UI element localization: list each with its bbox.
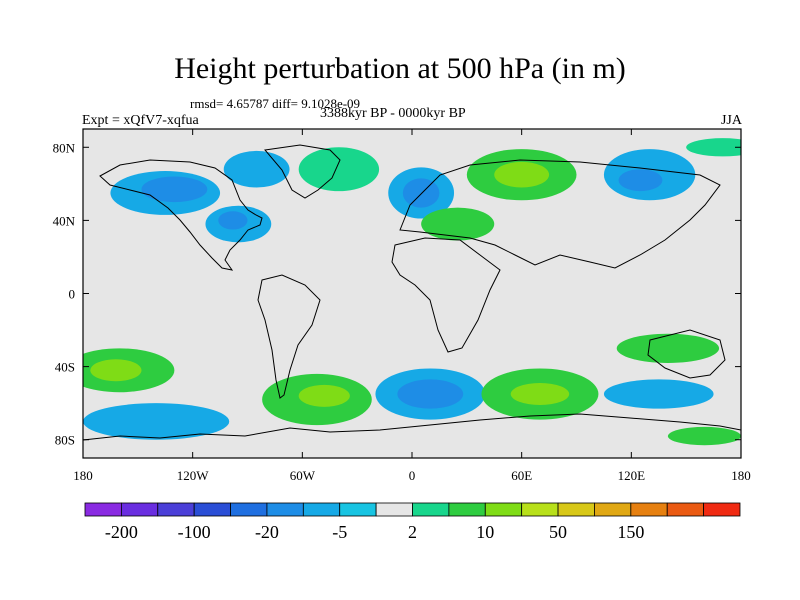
region-europe-low-core [402,178,440,208]
colorbar-swatch [557,502,595,517]
coastline-antarctica [83,413,741,441]
axes: 180 120W 60W 0 60E 120E 180 80N 40N 0 40S 80S [53,129,751,483]
colorbar-label: -5 [332,522,347,542]
region-siberia-high-core [494,161,550,188]
x-tick-label: 120W [177,468,210,483]
region-australia-high [616,333,720,363]
colorbar-swatch [630,502,668,517]
coastline-north-america [99,159,263,271]
coastline-south-america [257,274,321,399]
colorbar-swatch [84,502,122,517]
region-east-asia-low-core [618,169,663,192]
region-arctic-high [686,138,741,157]
season-label: JJA [720,113,742,128]
colorbar-swatch [375,502,413,517]
coastline-australia [647,329,726,379]
region-tasman-low [603,379,714,409]
region-us-low-core [218,211,248,230]
colorbar-swatch [521,502,559,517]
region-south-atlantic-low-core [397,379,464,409]
x-tick-label: 180 [73,468,93,483]
colorbar-swatch [157,502,195,517]
x-tick-label: 120E [618,468,646,483]
contour-regions [83,138,741,446]
x-tick-label: 60E [511,468,532,483]
colorbar-swatch [594,502,632,517]
colorbar-swatch [666,502,705,517]
y-tick-label: 80N [53,140,76,155]
region-mediterranean-high [421,207,495,241]
coastline-eurasia [399,159,721,269]
colorbar-label: 150 [617,522,644,542]
chart-title: Height perturbation at 500 hPa (in m) [174,52,626,85]
y-tick-label: 40N [53,213,76,228]
colorbar-swatch [448,502,486,517]
region-indian-ocean-high-core [510,383,570,405]
colorbar-label: 2 [408,522,417,542]
period-text: 3388kyr BP - 0000kyr BP [320,106,466,121]
y-tick-label: 40S [55,360,75,375]
region-south-atlantic-high-core [298,384,350,407]
region-greenland-high [298,147,380,192]
region-ross-sea-high [667,426,741,446]
y-tick-label: 80S [55,433,75,448]
colorbar-label: -20 [255,522,279,542]
region-north-pacific-low-core [141,176,208,203]
region-se-pacific-low [83,403,230,440]
x-tick-label: 0 [409,468,416,483]
experiment-label: Expt = xQfV7-xqfua [82,113,199,128]
colorbar-label: 10 [476,522,494,542]
colorbar-swatch [703,502,741,517]
colorbar-label: -200 [105,522,138,542]
colorbar-swatch [193,502,231,517]
colorbar-swatch [339,502,377,517]
rmsd-diff-text: rmsd= 4.65787 diff= 9.1028e-09 [190,96,361,111]
colorbar-swatch [302,502,341,517]
colorbar-swatch [230,502,268,517]
coastline-africa [391,237,501,353]
colorbar-swatch [120,502,159,517]
colorbar-swatch [266,502,304,517]
coastline-greenland [264,144,341,199]
y-tick-label: 0 [69,287,76,302]
x-tick-label: 180 [731,468,751,483]
colorbar: -200 -100 -20 -5 2 10 50 150 [84,502,741,542]
colorbar-label: 50 [549,522,567,542]
region-canada-low [223,150,290,188]
colorbar-swatch [484,502,523,517]
coastlines [83,144,741,441]
region-pacific-sw-high-core [90,359,142,382]
x-tick-label: 60W [290,468,316,483]
colorbar-label: -100 [178,522,211,542]
colorbar-swatch [412,502,450,517]
